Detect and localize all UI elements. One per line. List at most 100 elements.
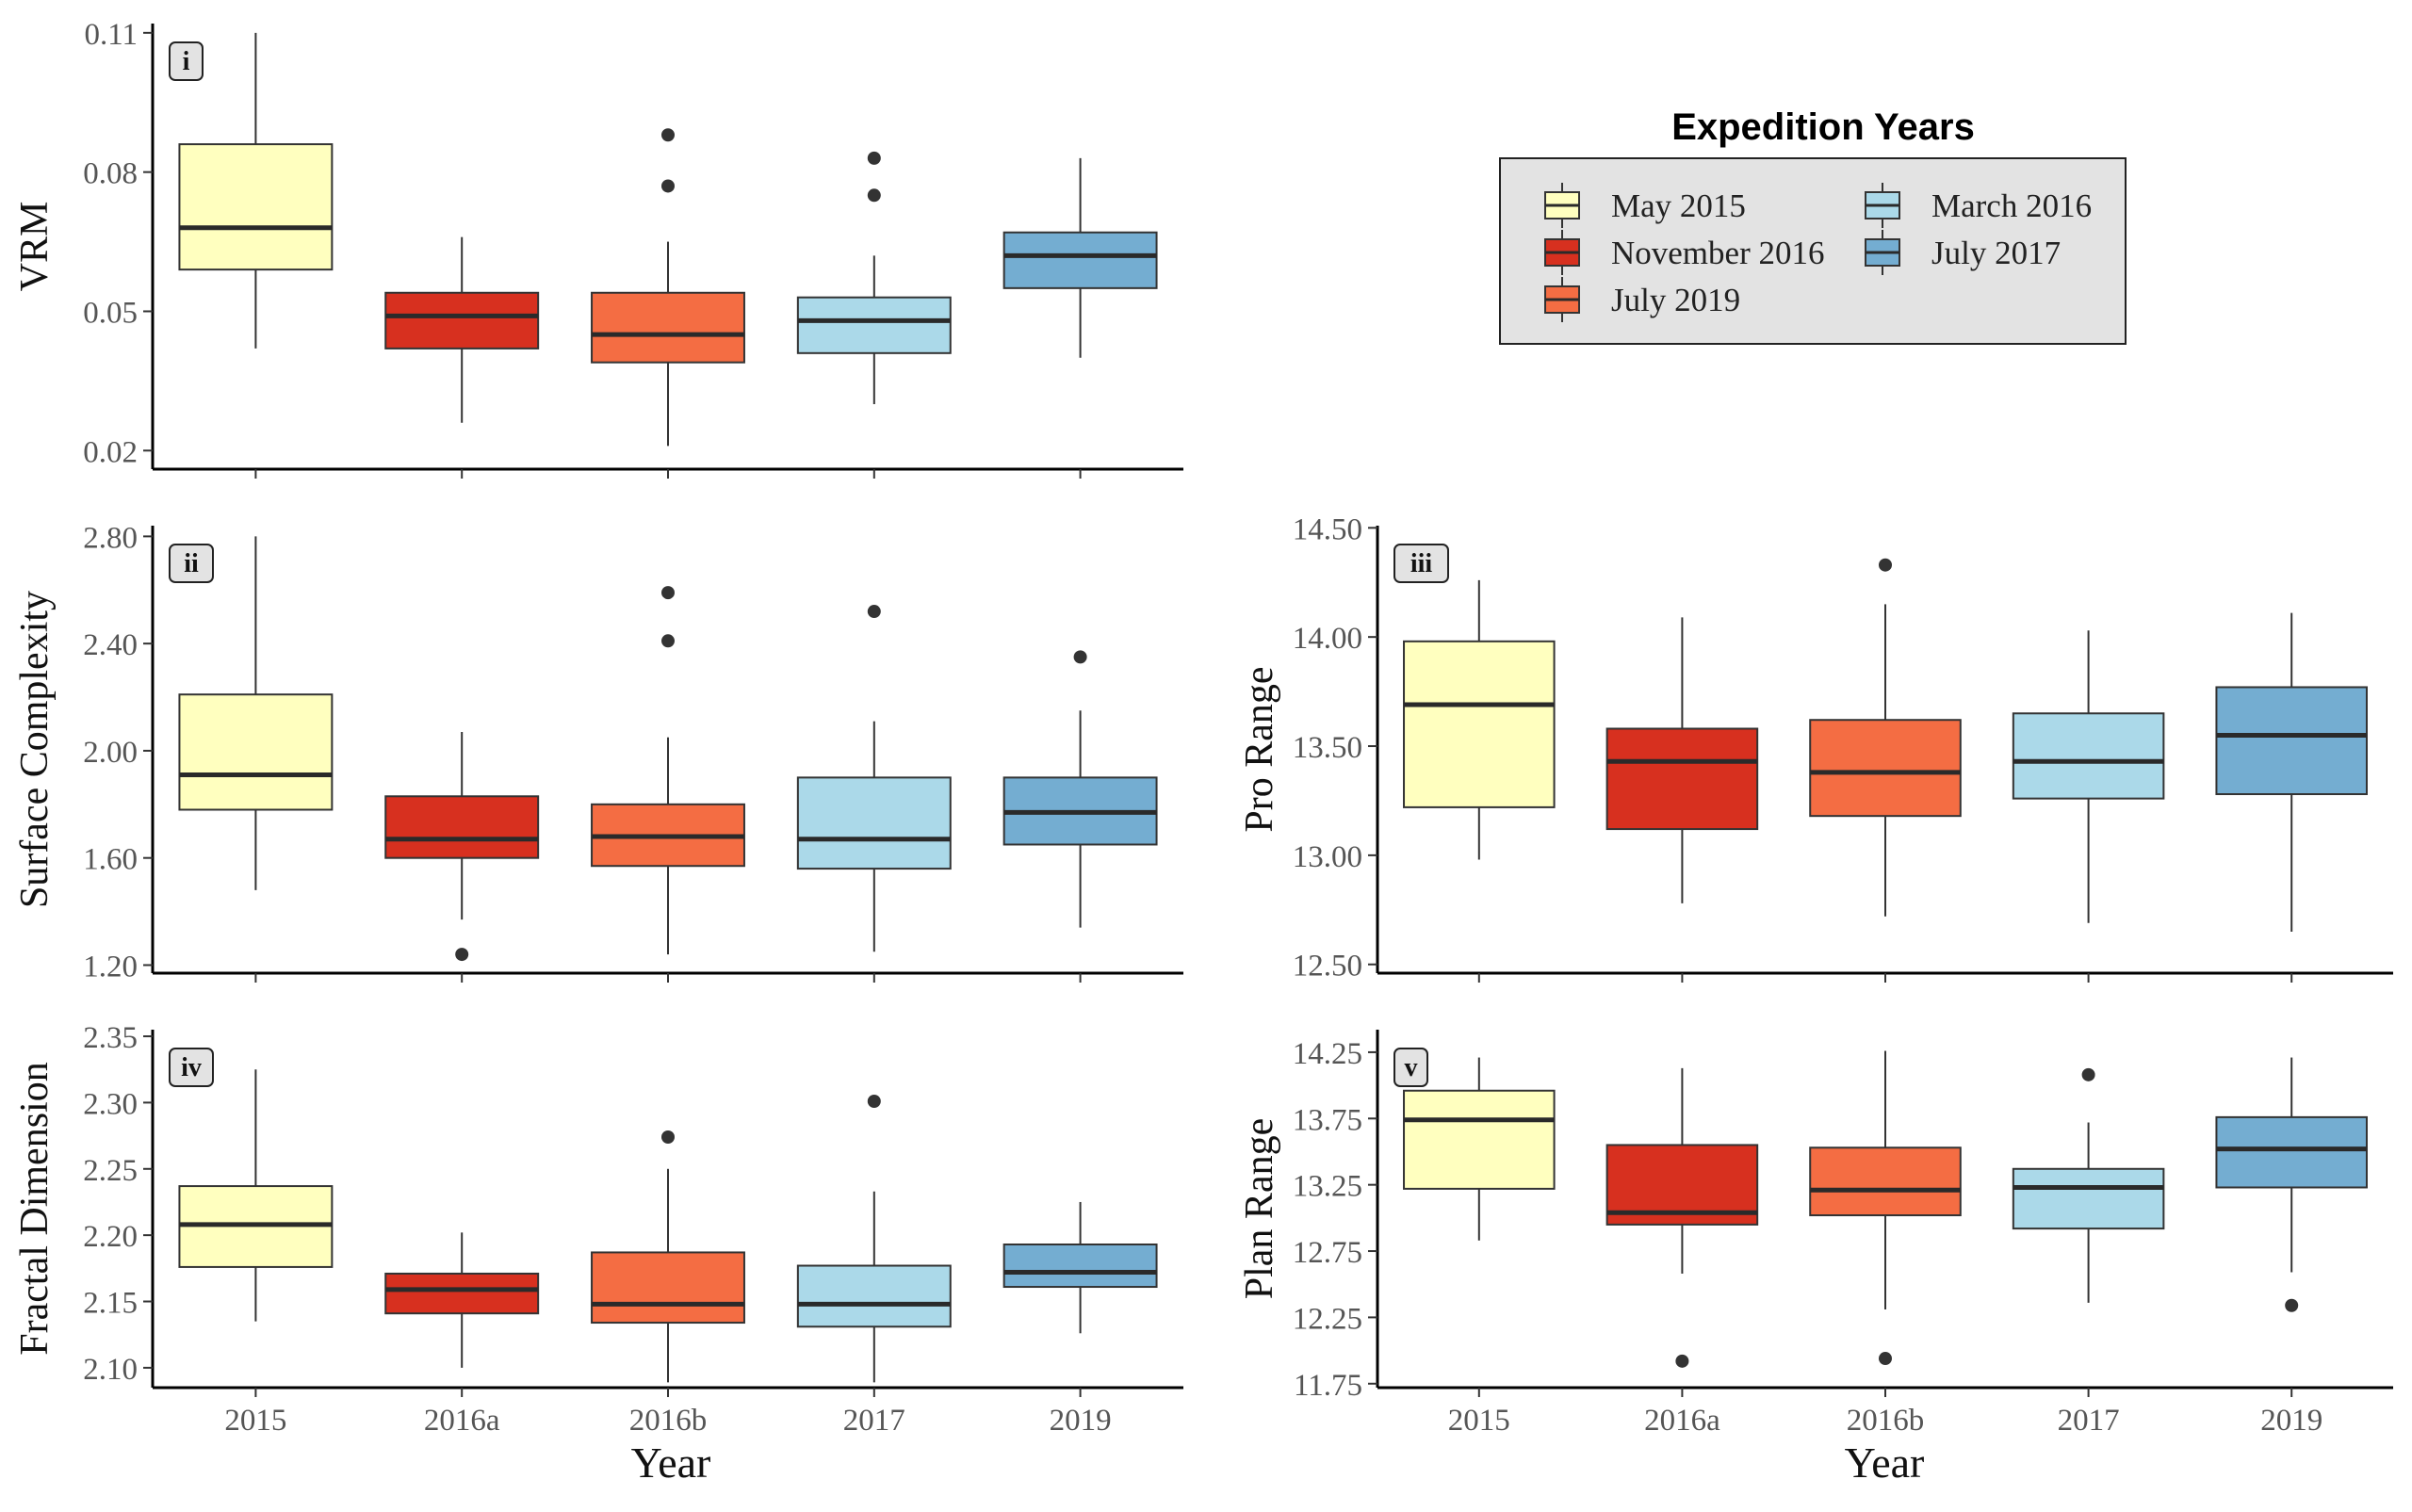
box-2016b <box>591 128 745 447</box>
outlier-point <box>867 188 881 203</box>
legend-label: March 2016 <box>1931 187 2092 224</box>
box-iqr <box>796 296 952 354</box>
legend-item: July 2017 <box>1865 230 2061 275</box>
x-tick-label: 2016b <box>1847 1404 1925 1438</box>
box-iqr <box>2012 1167 2165 1230</box>
y-tick-label: 12.50 <box>1293 950 1362 984</box>
panel-tag-label: v <box>1405 1053 1418 1082</box>
y-tick-label: 2.40 <box>83 628 138 662</box>
y-tick-label: 13.75 <box>1293 1103 1362 1137</box>
panel-tag-label: ii <box>184 549 199 578</box>
panel-v: 11.75 12.25 12.75 13.25 13.75 14.25 Plan Range… <box>1238 1030 2393 1438</box>
y-tick-label: 1.20 <box>83 950 138 984</box>
outlier-point <box>661 1130 675 1144</box>
box-iqr <box>178 693 334 811</box>
x-tick-label: 2019 <box>1050 1404 1112 1438</box>
x-tick-label: 2016b <box>629 1404 708 1438</box>
outlier-point <box>1879 1352 1892 1366</box>
box-2019 <box>1002 1201 1158 1334</box>
box-2016a <box>384 1232 540 1368</box>
box-2019 <box>1002 650 1158 928</box>
box-iqr <box>384 1272 540 1315</box>
y-tick-label: 1.60 <box>83 843 138 877</box>
y-axis-title: VRM <box>13 202 57 292</box>
x-axis-title-left: Year <box>631 1439 711 1487</box>
outlier-point <box>661 179 675 193</box>
box-2015 <box>178 536 334 890</box>
box-2019 <box>1002 157 1158 358</box>
legend-label: May 2015 <box>1611 187 1746 224</box>
y-tick-label: 13.50 <box>1293 731 1362 765</box>
legend-item: November 2016 <box>1544 230 1824 275</box>
y-tick-label: 0.02 <box>83 435 138 469</box>
panel-tag-box <box>169 1048 214 1087</box>
y-tick-label: 12.25 <box>1293 1302 1362 1336</box>
panel-tag-box <box>1393 544 1449 583</box>
box-2017 <box>796 1095 952 1383</box>
outlier-point <box>661 634 675 648</box>
legend-label: July 2019 <box>1611 282 1740 318</box>
y-tick-label: 14.25 <box>1293 1037 1362 1071</box>
legend-title: Expedition Years <box>1671 106 1975 148</box>
box-iqr <box>1002 231 1158 289</box>
box-iqr <box>1809 719 1962 818</box>
box-2015 <box>178 1069 334 1322</box>
panels: 0.02 0.05 0.08 0.11 VRM i 1.20 1.60 2.00 2.40 2.80… <box>13 18 2393 1438</box>
y-tick-label: 14.50 <box>1293 512 1362 546</box>
legend-label: November 2016 <box>1611 235 1824 271</box>
box-iqr <box>796 776 952 870</box>
y-axis-title: Pro Range <box>1238 666 1281 832</box>
y-axis-title: Surface Complexity <box>13 591 57 908</box>
box-iqr <box>1605 727 1759 831</box>
y-tick-label: 13.00 <box>1293 840 1362 874</box>
box-iqr <box>2215 1115 2368 1189</box>
outlier-point <box>1073 650 1087 664</box>
box-iqr <box>2215 686 2368 796</box>
legend-item: March 2016 <box>1865 183 2092 228</box>
box-iqr <box>591 291 745 364</box>
outlier-point <box>1675 1354 1689 1368</box>
box-2015 <box>1403 1057 1556 1241</box>
panel-tag-label: i <box>183 47 190 76</box>
y-tick-label: 0.05 <box>83 296 138 330</box>
y-tick-label: 2.15 <box>83 1287 138 1321</box>
box-2017 <box>796 605 952 952</box>
x-tick-label: 2016a <box>424 1404 500 1438</box>
outlier-point <box>867 1095 881 1108</box>
box-2016b <box>591 1130 745 1383</box>
outlier-point <box>661 128 675 142</box>
panel-tag-box <box>169 544 214 583</box>
box-2016b <box>1809 1050 1962 1366</box>
box-2015 <box>178 32 334 349</box>
legend-item: July 2019 <box>1544 277 1740 322</box>
panel-ii: 1.20 1.60 2.00 2.40 2.80 Surface Complexity ii <box>13 521 1183 984</box>
y-tick-label: 2.25 <box>83 1154 138 1188</box>
x-axis-title-right: Year <box>1845 1439 1925 1487</box>
y-tick-label: 2.35 <box>83 1021 138 1055</box>
box-iqr <box>591 1251 745 1325</box>
box-2017 <box>796 151 952 405</box>
panel-tag-label: iii <box>1410 549 1433 578</box>
outlier-point <box>661 586 675 600</box>
box-iqr <box>1002 1244 1158 1289</box>
y-tick-label: 12.75 <box>1293 1236 1362 1270</box>
y-tick-label: 2.10 <box>83 1353 138 1387</box>
panel-tag-box <box>169 41 204 81</box>
y-tick-label: 0.08 <box>83 157 138 191</box>
box-2017 <box>2012 1067 2165 1303</box>
panel-i: 0.02 0.05 0.08 0.11 VRM i <box>13 18 1183 479</box>
y-tick-label: 13.25 <box>1293 1170 1362 1204</box>
legend-label: July 2017 <box>1931 235 2061 271</box>
y-tick-label: 0.11 <box>84 18 138 52</box>
outlier-point <box>2285 1298 2299 1312</box>
box-2017 <box>2012 630 2165 923</box>
box-iqr <box>1403 640 1556 808</box>
box-2016b <box>1809 558 1962 917</box>
box-2015 <box>1403 579 1556 860</box>
box-iqr <box>1809 1146 1962 1217</box>
box-iqr <box>384 795 540 859</box>
x-tick-label: 2016a <box>1644 1404 1720 1438</box>
outlier-point <box>2081 1067 2095 1081</box>
y-tick-label: 11.75 <box>1294 1369 1362 1403</box>
panel-tag-label: iv <box>181 1053 202 1082</box>
